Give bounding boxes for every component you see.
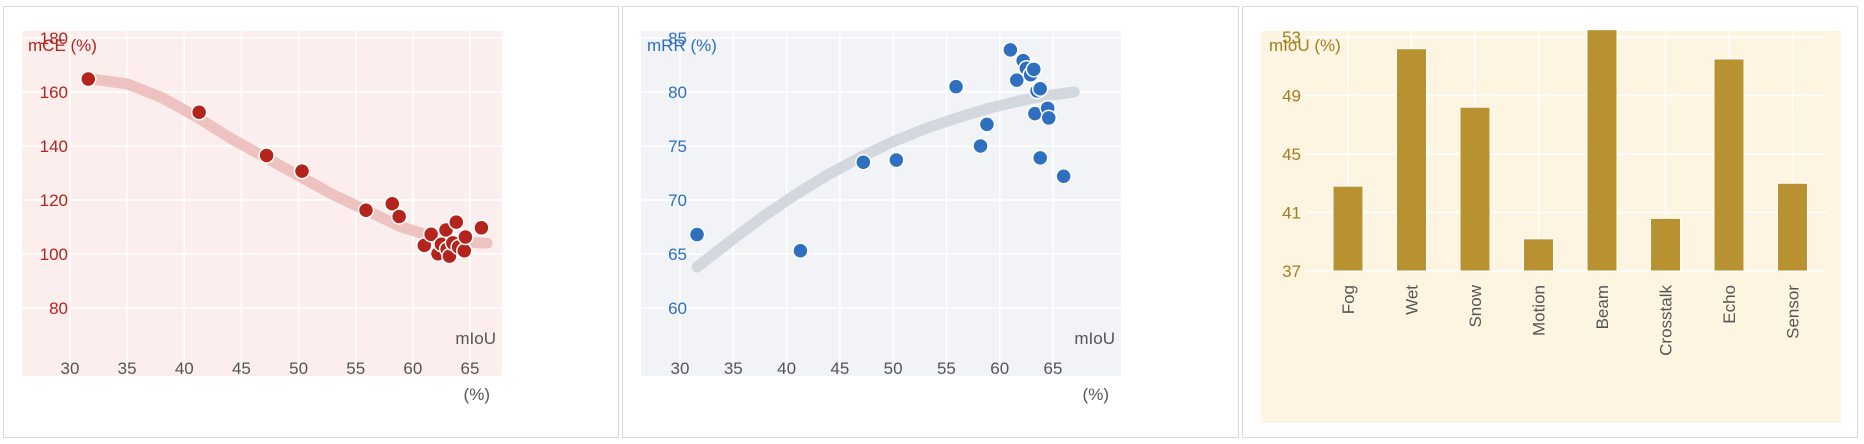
x-tick-label: 65 [461,359,480,378]
x-tick-label: Echo [1720,285,1739,324]
x-axis-title: mIoU [455,329,496,348]
x-tick-label: Sensor [1784,285,1803,339]
x-tick-label: 35 [118,359,137,378]
data-point [473,219,490,237]
data-point [947,78,965,95]
data-point [422,226,440,243]
x-axis-title-unit: (%) [464,385,490,404]
x-tick-label: 40 [777,359,796,378]
y-tick-label: 41 [1282,204,1301,223]
x-tick-label: Snow [1466,284,1485,327]
x-tick-label: 45 [830,359,849,378]
x-tick-label: 50 [289,359,308,378]
data-point [1031,80,1049,98]
data-point [258,147,275,164]
data-point [384,195,401,213]
bar [1713,58,1745,272]
mrr-scatter-panel: 30 35 40 45 50 55 60 65 60 65 70 75 80 85 mRR (%) mIoU (… [622,6,1239,438]
y-tick-label: 120 [40,191,68,210]
data-point [888,151,905,169]
x-tick-label: Beam [1593,285,1612,329]
y-tick-label: 53 [1282,28,1301,47]
bar [1332,185,1364,272]
y-tick-label: 160 [40,83,68,102]
x-axis-title: mIoU [1074,329,1115,348]
trend-line [691,86,1080,273]
x-tick-label: 55 [346,359,365,378]
y-tick-label: 60 [668,299,687,318]
y-tick-label: 80 [668,83,687,102]
miou-bar-panel: 37 41 45 49 53 mIoU (%) Fog Wet Snow Motion Beam Cr… [1242,6,1858,438]
x-tick-label: 55 [937,359,956,378]
x-tick-label: Wet [1403,285,1422,315]
y-tick-label: 180 [40,29,68,48]
bar [1396,48,1427,272]
y-tick-label: 49 [1282,87,1301,106]
y-axis-title: mRR (%) [647,36,717,55]
bar [1777,182,1808,272]
data-point [457,228,474,246]
data-point [1008,71,1026,89]
y-tick-label: 65 [668,245,687,264]
bar [1523,238,1554,272]
y-tick-label: 80 [49,299,68,318]
x-tick-label: 65 [1044,359,1063,378]
data-point [357,202,375,219]
y-tick-label: 140 [40,137,68,156]
x-tick-label: 50 [884,359,903,378]
data-point [688,226,706,243]
data-point [1002,41,1019,59]
data-point [390,208,408,225]
x-tick-label: Motion [1530,285,1549,336]
plot-background [22,31,502,376]
data-point [1040,109,1057,127]
y-axis-title: mCE (%) [28,36,97,55]
x-tick-label: Fog [1339,285,1358,314]
y-tick-label: 85 [668,29,687,48]
y-tick-label: 70 [668,191,687,210]
x-tick-label: 60 [403,359,422,378]
data-point [293,162,311,180]
data-point [80,70,97,88]
y-tick-label: 37 [1282,262,1301,281]
x-tick-label: 45 [232,359,251,378]
x-tick-label: 40 [175,359,194,378]
y-axis-title: mIoU (%) [1269,36,1341,55]
plot-background [641,31,1121,376]
data-point [456,242,473,260]
x-tick-label: Crosstalk [1657,285,1676,356]
mce-scatter-panel: 30 35 40 45 50 55 60 65 80 100 120 140 160 180 mCE (%)… [3,6,619,438]
x-tick-label: 35 [724,359,743,378]
x-axis-title-unit: (%) [1083,385,1109,404]
x-tick-label: 60 [990,359,1009,378]
x-tick-label: 30 [61,359,80,378]
y-tick-label: 45 [1282,145,1301,164]
data-point [448,213,465,231]
x-tick-label: 30 [671,359,690,378]
y-tick-label: 100 [40,245,68,264]
y-tick-label: 75 [668,137,687,156]
data-point [1025,61,1043,78]
data-point [855,153,872,171]
data-point [1031,149,1049,167]
data-point [1055,167,1072,185]
data-point [190,104,208,121]
bar [1586,29,1618,272]
bar [1650,217,1681,272]
bar [1459,106,1491,272]
data-point [972,137,989,155]
data-point [978,116,996,133]
data-point [792,242,809,260]
